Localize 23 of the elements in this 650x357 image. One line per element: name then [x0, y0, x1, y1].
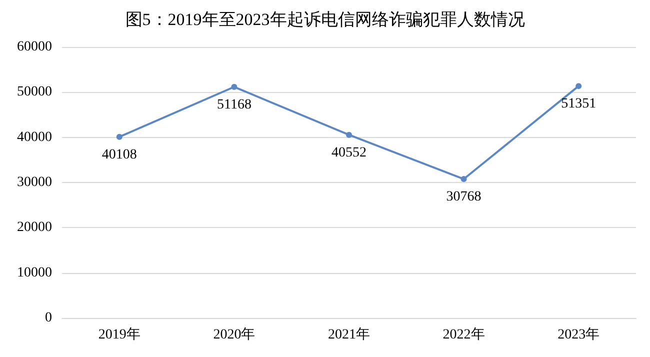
- x-tick-label: 2023年: [558, 326, 600, 342]
- point: [116, 134, 122, 140]
- y-tick-label: 40000: [17, 130, 52, 145]
- data-label: 51168: [216, 97, 252, 112]
- y-tick-label: 10000: [17, 265, 52, 280]
- point: [346, 132, 352, 138]
- data-label: 30768: [446, 190, 482, 205]
- y-tick-label: 0: [45, 310, 52, 326]
- x-tick-label: 2022年: [442, 326, 485, 342]
- chart-title: 图5：2019年至2023年起诉电信网络诈骗犯罪人数情况: [125, 10, 525, 29]
- data-label: 51351: [561, 96, 596, 112]
- point: [460, 176, 467, 182]
- x-tick-label: 2021年: [328, 326, 370, 342]
- x-tick-label: 2019年: [98, 326, 140, 342]
- data-label: 40552: [332, 145, 366, 160]
- y-tick-label: 30000: [17, 175, 52, 190]
- x-tick-label: 2020年: [213, 326, 256, 342]
- y-tick-label: 20000: [17, 220, 52, 236]
- point: [576, 83, 582, 90]
- y-tick-label: 60000: [17, 40, 52, 54]
- y-tick-label: 50000: [17, 84, 52, 100]
- point: [231, 84, 238, 90]
- data-label: 40108: [102, 147, 137, 162]
